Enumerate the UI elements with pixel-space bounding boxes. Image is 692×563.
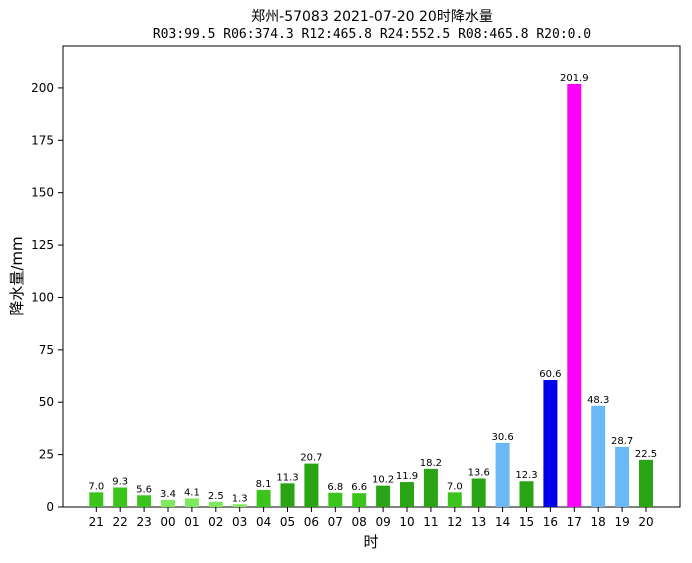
x-tick-label: 06 — [304, 515, 319, 529]
bar — [304, 463, 319, 507]
plot-area: 0 25 50 75 100 125 150 175 200 7.0 21 9.3 22 5.6 23 3.4… — [31, 45, 681, 529]
x-tick-label: 07 — [328, 515, 343, 529]
y-tick-label: 0 — [46, 500, 54, 514]
bar-value-label: 18.2 — [420, 458, 442, 469]
bar — [256, 490, 271, 507]
y-tick-label: 100 — [31, 290, 54, 304]
x-axis-label: 时 — [363, 533, 378, 551]
bar — [328, 492, 343, 507]
bar — [400, 482, 414, 507]
bar — [495, 442, 510, 507]
bar-value-label: 12.3 — [515, 470, 537, 481]
bar-value-label: 28.7 — [611, 436, 633, 447]
bar — [591, 405, 606, 507]
plot-frame — [62, 45, 681, 508]
bar — [423, 468, 438, 507]
chart-subtitle: R03:99.5 R06:374.3 R12:465.8 R24:552.5 R… — [153, 27, 591, 42]
bar — [89, 492, 104, 507]
x-tick-label: 02 — [208, 515, 223, 529]
bar — [280, 483, 295, 507]
bar-value-label: 7.0 — [447, 481, 463, 492]
x-tick-label: 05 — [280, 515, 295, 529]
bar — [376, 485, 391, 507]
x-tick-label: 20 — [638, 515, 653, 529]
y-axis-label: 降水量/mm — [8, 236, 26, 315]
y-tick-label: 150 — [31, 186, 54, 200]
x-tick-label: 12 — [447, 515, 462, 529]
x-tick-label: 11 — [423, 515, 438, 529]
bar-value-label: 9.3 — [112, 477, 128, 488]
bar — [567, 83, 582, 508]
x-tick-label: 18 — [591, 515, 606, 529]
bar — [113, 487, 128, 507]
bar — [615, 446, 630, 507]
x-tick-label: 00 — [160, 515, 175, 529]
x-tick-label: 19 — [614, 515, 629, 529]
bar — [208, 501, 223, 507]
y-tick-label: 25 — [39, 448, 54, 462]
x-tick-label: 14 — [495, 515, 510, 529]
bar-value-label: 7.0 — [88, 481, 104, 492]
x-tick-label: 09 — [375, 515, 390, 529]
x-tick-label: 23 — [136, 515, 151, 529]
x-tick-label: 22 — [113, 515, 128, 529]
bar-value-label: 22.5 — [635, 449, 657, 460]
bar — [471, 478, 486, 507]
bar — [137, 495, 152, 507]
bar-value-label: 1.3 — [232, 493, 248, 504]
x-tick-label: 01 — [184, 515, 199, 529]
bar-value-label: 48.3 — [587, 395, 609, 406]
bar-value-label: 20.7 — [300, 453, 322, 464]
y-tick-label: 175 — [31, 133, 54, 147]
bar-value-label: 11.3 — [276, 472, 298, 483]
x-tick-label: 21 — [89, 515, 104, 529]
bar — [543, 380, 558, 507]
bar — [639, 459, 653, 507]
bar-value-label: 3.4 — [160, 489, 176, 500]
bar-value-label: 4.1 — [184, 487, 200, 498]
x-tick-label: 10 — [399, 515, 414, 529]
bar — [352, 493, 367, 507]
x-tick-label: 15 — [519, 515, 534, 529]
x-tick-label: 04 — [256, 515, 271, 529]
x-tick-label: 17 — [567, 515, 582, 529]
bar-value-label: 5.6 — [136, 484, 152, 495]
y-tick-label: 200 — [31, 81, 54, 95]
bar-value-label: 10.2 — [372, 475, 394, 486]
bar — [519, 481, 534, 507]
bar-value-label: 6.6 — [351, 482, 367, 493]
chart-title: 郑州-57083 2021-07-20 20时降水量 — [251, 9, 493, 25]
bar-value-label: 2.5 — [208, 491, 224, 502]
bar — [161, 499, 175, 507]
bar-value-label: 201.9 — [560, 73, 589, 84]
bar — [184, 498, 199, 507]
y-tick-label: 50 — [39, 395, 54, 409]
bar — [447, 492, 462, 507]
x-tick-label: 03 — [232, 515, 247, 529]
y-tick-label: 125 — [31, 238, 54, 252]
bar-value-label: 6.8 — [327, 482, 343, 493]
x-tick-label: 16 — [543, 515, 558, 529]
y-tick-label: 75 — [39, 343, 54, 357]
bar — [232, 504, 247, 507]
x-tick-label: 13 — [471, 515, 486, 529]
bar-value-label: 8.1 — [256, 479, 272, 490]
bar-value-label: 13.6 — [468, 468, 490, 479]
x-tick-label: 08 — [352, 515, 367, 529]
bar-value-label: 11.9 — [396, 471, 418, 482]
bar-value-label: 60.6 — [539, 369, 561, 380]
bar-value-label: 30.6 — [491, 432, 513, 443]
